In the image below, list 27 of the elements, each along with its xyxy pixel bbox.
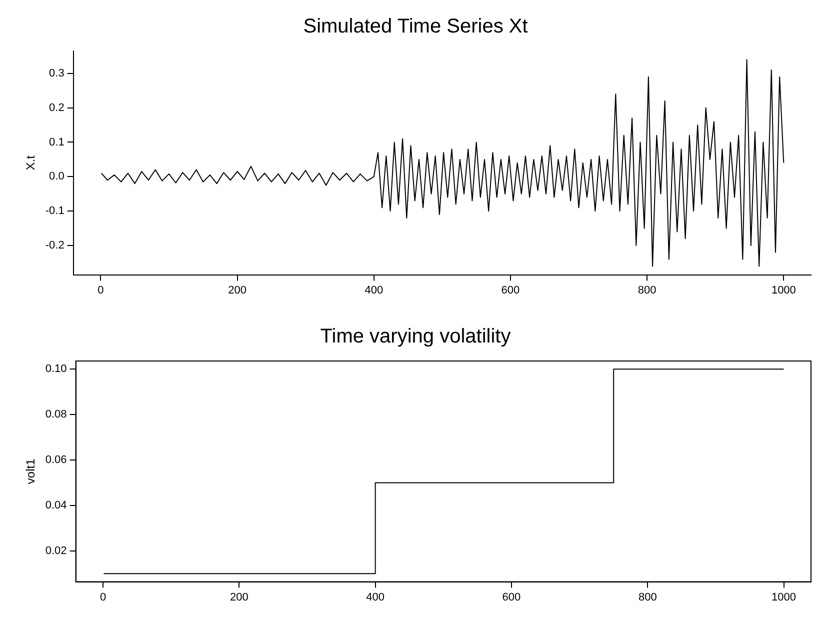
y-tick-label: 0.10 <box>45 363 67 376</box>
y-tick-label: 0.08 <box>45 408 67 421</box>
y-tick-label: 0.1 <box>49 136 64 148</box>
y-axis-title: X.t <box>24 154 38 170</box>
x-tick-label: 200 <box>228 284 246 296</box>
y-tick-label: 0.06 <box>45 454 67 466</box>
x-tick-label: 600 <box>502 591 521 604</box>
x-tick-label: 1000 <box>771 284 796 296</box>
x-tick-label: 800 <box>638 591 657 604</box>
x-tick-label: 400 <box>364 284 384 296</box>
x-tick-label: 0 <box>100 591 106 604</box>
x-tick-label: 800 <box>638 284 656 296</box>
y-tick-label: 0.3 <box>49 67 64 80</box>
chart-title: Time varying volatility <box>320 326 511 348</box>
x-tick-label: 600 <box>501 284 520 296</box>
y-tick-label: -0.2 <box>45 240 64 252</box>
chart-title: Simulated Time Series Xt <box>303 16 528 38</box>
y-axis-title: volt1 <box>24 458 38 484</box>
x-tick-label: 1000 <box>772 591 796 604</box>
x-tick-label: 0 <box>98 284 104 296</box>
y-tick-label: -0.1 <box>45 205 64 218</box>
y-tick-label: 0.04 <box>45 500 67 512</box>
y-tick-label: 0.02 <box>45 544 67 557</box>
x-tick-label: 400 <box>366 591 385 604</box>
x-tick-label: 200 <box>230 591 248 604</box>
y-tick-label: 0.0 <box>49 170 64 183</box>
y-tick-label: 0.2 <box>49 102 64 114</box>
